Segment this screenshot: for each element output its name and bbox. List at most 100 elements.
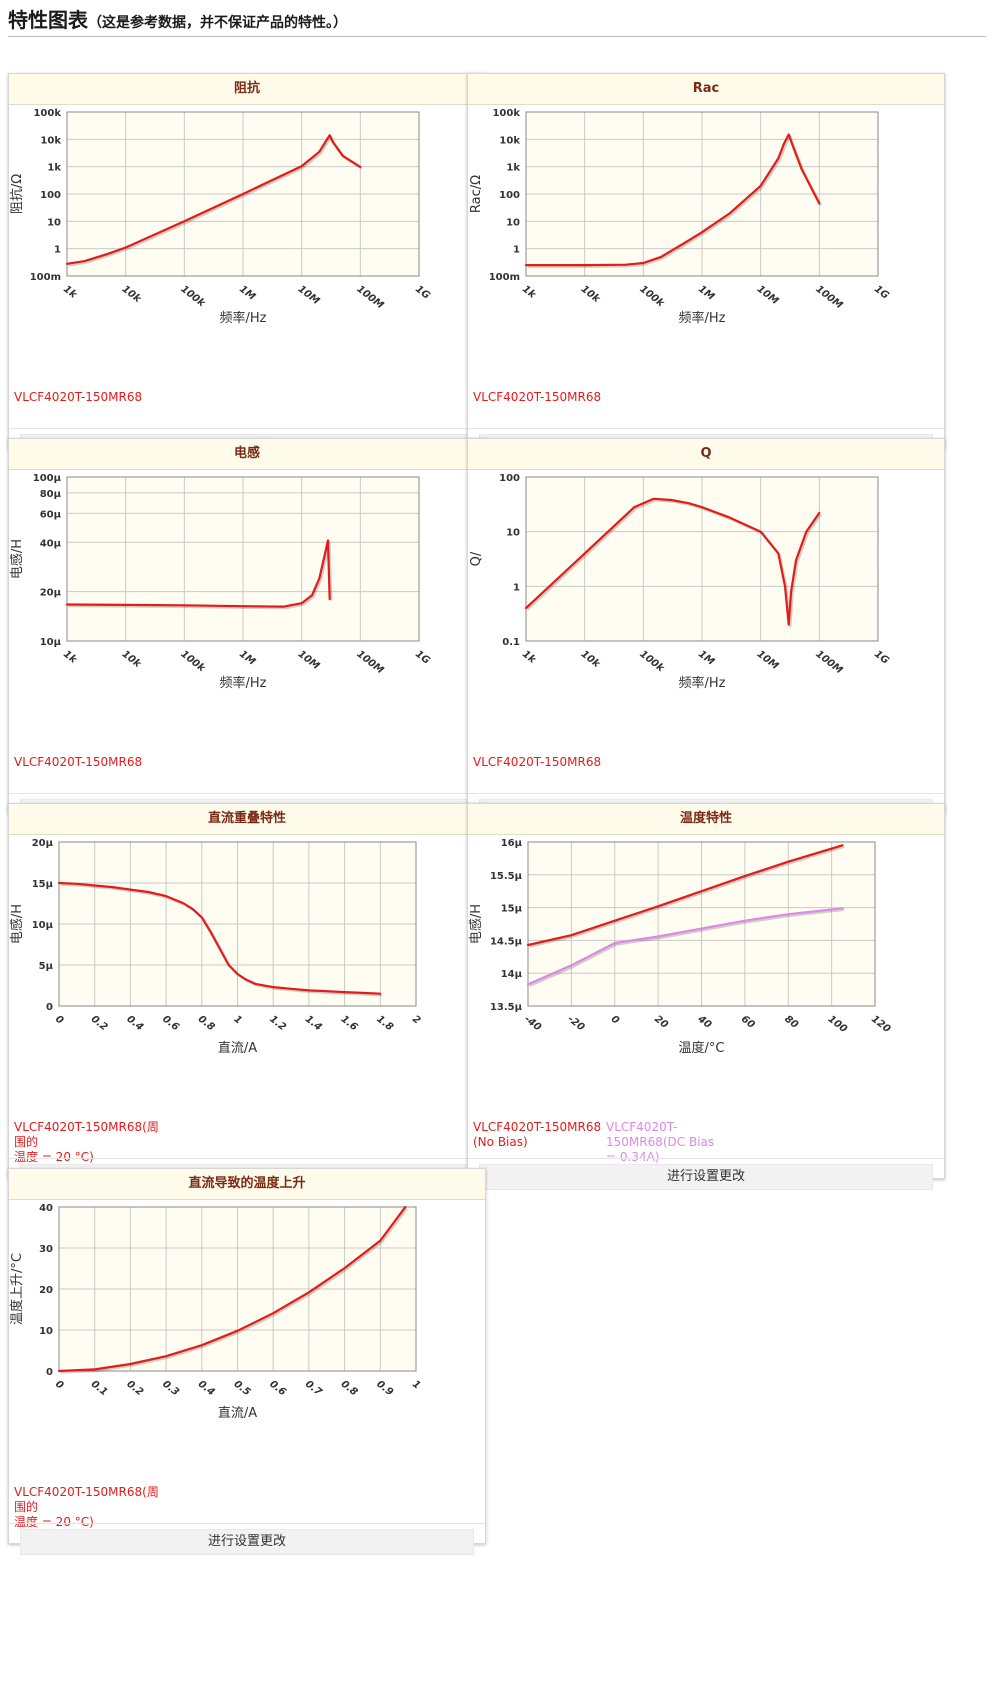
y-tick-label: 15μ <box>32 879 54 890</box>
x-tick-label: 100M <box>354 284 385 312</box>
chart-plot-inductance: 10μ 20μ 40μ 60μ 80μ 100μ 1k 10k 100k 1M 10M 100M 1G 频… <box>9 473 432 691</box>
x-tick-label: 0 <box>53 1014 65 1027</box>
y-tick-label: 10μ <box>40 637 62 648</box>
x-tick-label: 1M <box>237 284 257 303</box>
legend-text-line2: 温度 = 20 °C) <box>14 1150 94 1164</box>
series-line-shadow <box>529 845 845 948</box>
x-tick-label: 0 <box>53 1379 65 1392</box>
x-axis-label: 频率/Hz <box>679 675 726 691</box>
x-tick-label: 2 <box>410 1014 422 1027</box>
series-line <box>524 497 821 626</box>
x-tick-label: 0.6 <box>267 1379 288 1399</box>
y-tick-label: 1k <box>506 163 520 174</box>
x-tick-label: 0.7 <box>303 1379 324 1399</box>
x-tick-label: 1k <box>61 649 80 667</box>
y-tick-label: 100k <box>33 108 61 119</box>
x-tick-label: 10k <box>120 284 144 306</box>
x-tick-label: 1 <box>410 1379 422 1392</box>
y-tick-label: 10 <box>506 528 520 539</box>
chart-title: Rac <box>468 74 944 105</box>
y-axis-label: 电感/H <box>9 539 25 579</box>
legend-entry: VLCF4020T-150MR68 <box>14 755 164 770</box>
x-axis-label: 直流/A <box>218 1406 257 1421</box>
chart-panel-inductance: 电感 10μ 20μ 40μ 60μ 80μ 100μ 1k 10k 100k 1M 10M 100M 1… <box>8 438 486 825</box>
series-line <box>57 881 382 995</box>
y-tick-label: 100k <box>492 108 520 119</box>
x-tick-label: 1.6 <box>339 1014 360 1034</box>
x-tick-label: 0.4 <box>196 1379 217 1399</box>
series-line <box>526 844 844 947</box>
y-axis-label: Q/ <box>469 551 484 566</box>
chart-plot-rac: 100m 1 10 100 1k 10k 100k 1k 10k 100k 1M 10M 100M 1G 频… <box>469 108 891 326</box>
y-axis-label: 温度上升/°C <box>9 1253 25 1325</box>
chart-legend: VLCF4020T-150MR68(周围的 温度 = 20 °C) <box>14 1485 482 1529</box>
y-tick-label: 100 <box>499 190 520 201</box>
x-tick-label: 1.2 <box>267 1014 288 1034</box>
legend-text-line2: = 0.34A) <box>606 1150 660 1164</box>
chart-plot-dc_bias: 0 5μ 10μ 15μ 20μ 0 0.2 0.4 0.6 0.8 1 1.2 1.4 1.6 1.8 2 直… <box>9 838 422 1056</box>
x-tick-label: 10k <box>120 649 144 671</box>
x-tick-label: 1G <box>413 649 432 667</box>
settings-change-button[interactable]: 进行设置更改 <box>20 1529 474 1555</box>
y-axis-label: 电感/H <box>468 904 484 944</box>
x-tick-label: 1.4 <box>303 1014 324 1034</box>
x-tick-label: 60 <box>739 1014 757 1031</box>
y-tick-label: 1 <box>54 245 61 256</box>
x-tick-label: 0 <box>609 1014 621 1027</box>
chart-title: 直流导致的温度上升 <box>9 1169 485 1200</box>
x-tick-label: 0.2 <box>124 1379 145 1399</box>
x-tick-label: 0.9 <box>374 1379 395 1399</box>
y-axis-label: Rac/Ω <box>469 175 484 213</box>
x-tick-label: 0.1 <box>89 1379 110 1399</box>
legend-text-line2: (No Bias) <box>473 1135 528 1149</box>
series-line <box>65 539 331 608</box>
series-line-shadow <box>528 908 845 988</box>
y-tick-label: 40 <box>39 1203 53 1214</box>
panel-divider <box>468 793 944 794</box>
x-tick-label: 1M <box>237 649 257 668</box>
y-tick-label: 100m <box>30 272 61 283</box>
y-tick-label: 0 <box>46 1367 53 1378</box>
x-tick-label: 0.6 <box>160 1014 181 1034</box>
x-tick-label: 40 <box>695 1013 714 1031</box>
x-tick-label: 0.5 <box>232 1379 253 1399</box>
x-tick-label: 1M <box>696 649 716 668</box>
chart-plot-q: 0.1 1 10 100 1k 10k 100k 1M 10M 100M 1G 频率/Hz Q/ <box>469 473 891 691</box>
legend-text: VLCF4020T-150MR68 <box>473 390 602 404</box>
chart-plot-impedance: 100m 1 10 100 1k 10k 100k 1k 10k 100k 1M 10M 100M 1G 频… <box>10 108 432 326</box>
panel-divider <box>468 1158 944 1159</box>
y-tick-label: 20μ <box>32 838 54 849</box>
x-tick-label: 10M <box>755 284 781 307</box>
x-tick-label: 10M <box>296 284 322 307</box>
x-tick-label: -20 <box>565 1014 586 1034</box>
legend-entry: VLCF4020T-150MR68(DC Bias = 0.34A) <box>606 1120 756 1165</box>
x-axis-label: 温度/°C <box>679 1040 725 1056</box>
legend-text: VLCF4020T-150MR68(周围的 <box>14 1120 159 1149</box>
x-tick-label: 100k <box>178 649 208 675</box>
x-axis-label: 直流/A <box>218 1041 257 1056</box>
x-axis-label: 频率/Hz <box>679 310 726 326</box>
x-tick-label: 80 <box>782 1014 800 1031</box>
chart-legend: VLCF4020T-150MR68 (No Bias) VLCF4020T-150M… <box>473 1120 941 1164</box>
y-tick-label: 14.5μ <box>490 936 523 947</box>
x-tick-label: 1.8 <box>374 1014 395 1034</box>
legend-text: VLCF4020T-150MR68(周围的 <box>14 1485 159 1514</box>
x-tick-label: 0.3 <box>160 1379 181 1399</box>
y-tick-label: 30 <box>39 1244 53 1255</box>
settings-change-button[interactable]: 进行设置更改 <box>479 1164 933 1190</box>
x-tick-label: -40 <box>522 1014 543 1034</box>
y-tick-label: 100m <box>489 272 520 283</box>
x-tick-label: 1k <box>520 284 539 302</box>
legend-entry: VLCF4020T-150MR68 <box>473 755 623 770</box>
x-tick-label: 100M <box>813 649 844 677</box>
y-tick-label: 0.1 <box>502 637 520 648</box>
series-line <box>526 907 844 986</box>
x-tick-label: 1 <box>232 1014 244 1027</box>
y-tick-label: 0 <box>46 1002 53 1013</box>
legend-text-line2: 温度 = 20 °C) <box>14 1515 94 1529</box>
y-tick-label: 13.5μ <box>490 1002 523 1013</box>
chart-title: 温度特性 <box>468 804 944 835</box>
series-line <box>65 134 362 265</box>
chart-legend: VLCF4020T-150MR68 <box>14 755 482 789</box>
x-axis-label: 频率/Hz <box>220 675 267 691</box>
